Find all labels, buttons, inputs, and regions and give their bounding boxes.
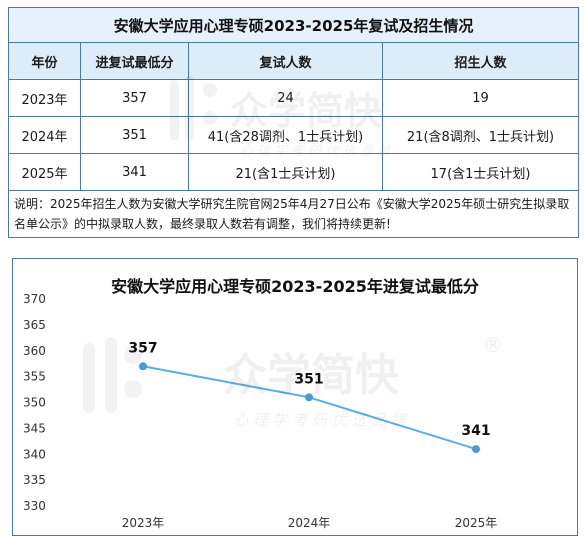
chart-panel: 安徽大学应用心理专硕2023-2025年进复试最低分 370 365 360 355 3… [12,258,578,536]
table-row: 2025年 341 21(含1士兵计划) 17(含1士兵计划) [8,153,580,191]
table-row: 2023年 357 24 19 [8,79,580,117]
table-note: 说明：2025年招生人数为安徽大学研究生院官网25年4月27日公布《安徽大学20… [7,190,580,238]
cell-min-score: 351 [80,116,189,154]
y-tick-label: 335 [23,473,46,487]
cell-year: 2025年 [8,153,81,191]
cell-min-score: 357 [80,79,189,117]
admission-table: 安徽大学应用心理专硕2023-2025年复试及招生情况 年份 进复试最低分 复试… [7,7,580,238]
cell-year: 2023年 [8,79,81,117]
y-tick-label: 365 [23,318,46,332]
cell-year: 2024年 [8,116,81,154]
table-header-row: 年份 进复试最低分 复试人数 招生人数 [8,42,580,80]
x-tick-label: 2024年 [288,516,331,530]
x-tick-label: 2025年 [455,516,498,530]
line-chart: 370 365 360 355 350 345 340 335 330 2023年 2024年 202… [23,292,498,530]
cell-enroll-count: 19 [381,79,580,117]
cell-retest-count: 24 [188,79,383,117]
header-retest-count: 复试人数 [188,42,383,80]
cell-enroll-count: 17(含1士兵计划) [381,153,580,191]
data-label: 351 [294,371,323,387]
y-tick-label: 360 [23,344,46,358]
x-tick-label: 2023年 [122,516,165,530]
y-tick-label: 345 [23,421,46,435]
table-title-row: 安徽大学应用心理专硕2023-2025年复试及招生情况 [7,7,580,43]
y-tick-label: 355 [23,370,46,384]
header-enroll-count: 招生人数 [381,42,580,80]
cell-retest-count: 41(含28调剂、1士兵计划) [188,116,383,154]
header-year: 年份 [8,42,81,80]
header-min-score: 进复试最低分 [80,42,189,80]
table-title: 安徽大学应用心理专硕2023-2025年复试及招生情况 [7,7,580,43]
data-point [472,445,480,454]
cell-min-score: 341 [80,153,189,191]
data-point [305,393,313,402]
admission-table-container: 安徽大学应用心理专硕2023-2025年复试及招生情况 年份 进复试最低分 复试… [7,7,580,238]
table-note-row: 说明：2025年招生人数为安徽大学研究生院官网25年4月27日公布《安徽大学20… [7,190,580,238]
cell-enroll-count: 21(含8调剂、1士兵计划) [381,116,580,154]
data-label: 341 [461,423,490,439]
chart-title: 安徽大学应用心理专硕2023-2025年进复试最低分 [111,277,479,296]
cell-retest-count: 21(含1士兵计划) [188,153,383,191]
data-point [139,362,147,371]
y-tick-label: 370 [23,292,46,306]
y-tick-label: 330 [23,499,46,513]
y-tick-label: 340 [23,447,46,461]
data-label: 357 [128,340,157,356]
y-tick-label: 350 [23,396,46,410]
table-row: 2024年 351 41(含28调剂、1士兵计划) 21(含8调剂、1士兵计划) [8,116,580,154]
